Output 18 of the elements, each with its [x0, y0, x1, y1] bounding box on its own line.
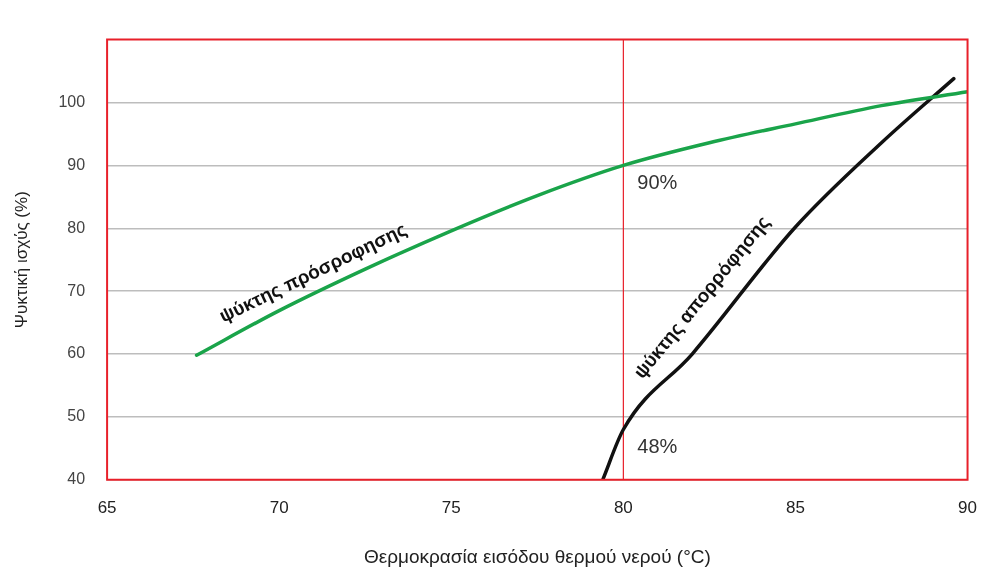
y-tick-label: 90 — [67, 155, 86, 173]
x-tick-label: 90 — [958, 497, 978, 517]
x-axis-title: Θερμοκρασία εισόδου θερμού νερού (°C) — [363, 545, 711, 567]
x-tick-label: 65 — [97, 497, 117, 517]
x-tick-label: 70 — [269, 497, 289, 517]
line-series — [600, 76, 956, 480]
y-tick-label: 100 — [58, 92, 86, 110]
x-tick-label: 85 — [785, 497, 805, 517]
y-tick-label: 70 — [67, 281, 86, 299]
y-tick-label: 80 — [67, 218, 86, 236]
y-tick-label: 50 — [67, 407, 86, 425]
y-tick-label: 60 — [67, 344, 86, 362]
y-axis-title: Ψυκτική ισχύς (%) — [11, 191, 31, 329]
annotation: 90% — [637, 170, 678, 193]
x-tick-label: 80 — [613, 497, 633, 517]
annotation: 48% — [637, 435, 678, 458]
y-tick-label: 40 — [67, 470, 86, 488]
x-tick-label: 75 — [441, 497, 461, 517]
